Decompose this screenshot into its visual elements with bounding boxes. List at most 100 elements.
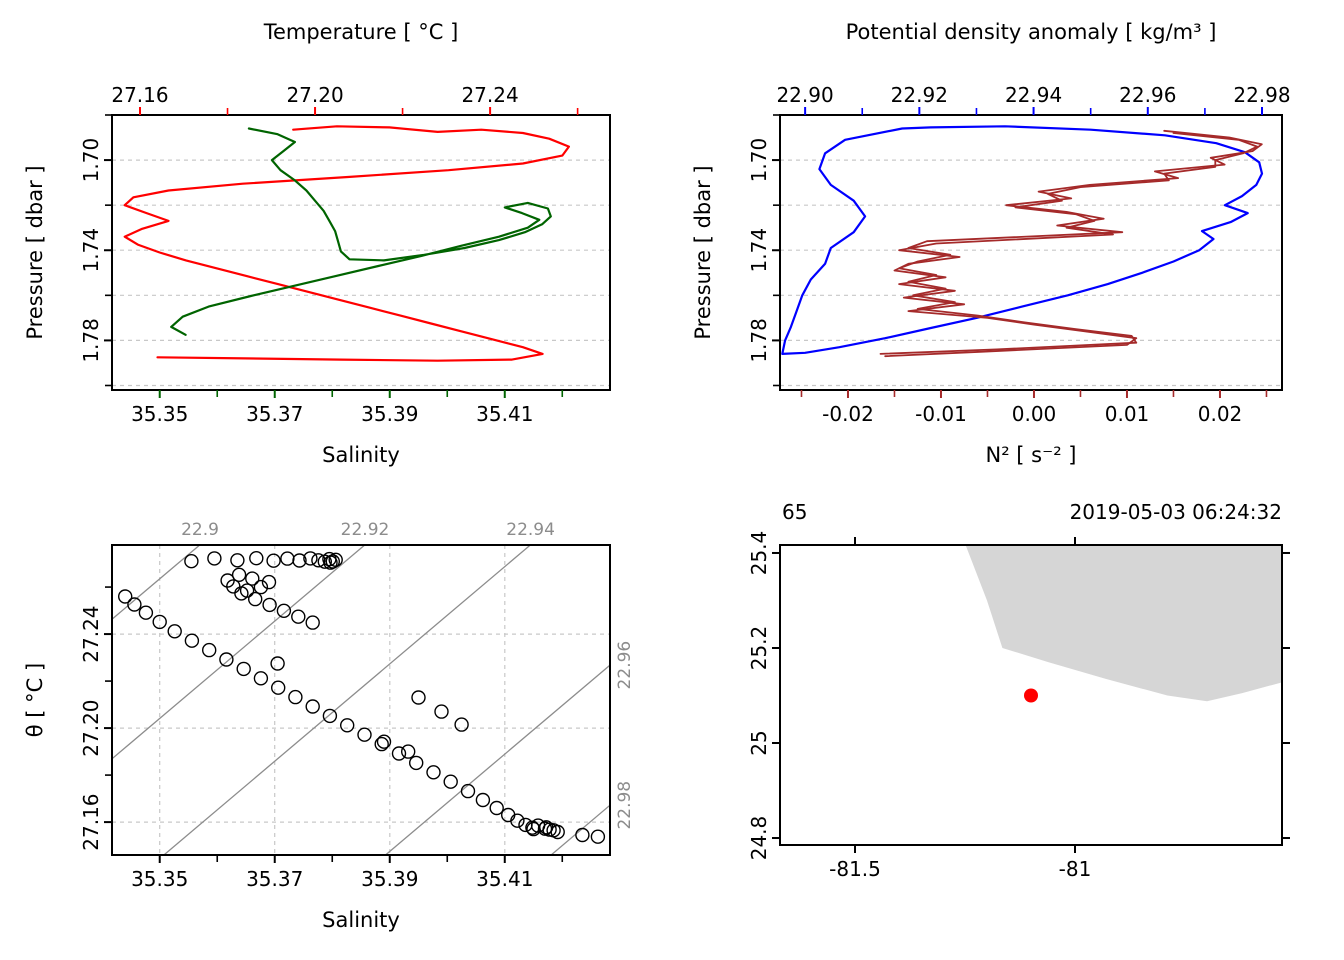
isopycnal-label: 22.96 xyxy=(615,641,635,690)
tick-label: 24.8 xyxy=(747,816,771,861)
ts-sample-point xyxy=(323,555,338,570)
ts-diagram-bottom-axis-title: Salinity xyxy=(322,908,400,932)
density-n2-profile-top-axis-title: Potential density anomaly [ kg/m³ ] xyxy=(846,20,1217,44)
tick-label: 22.96 xyxy=(1119,83,1176,107)
ts-sample-point xyxy=(117,589,133,604)
tick-label: 1.70 xyxy=(79,138,103,183)
tick-label: 1.70 xyxy=(747,138,771,183)
isopycnal-label: 22.92 xyxy=(341,520,390,540)
ts-sample-point xyxy=(234,586,249,601)
ts-sample-point xyxy=(261,574,277,590)
ts-sample-point xyxy=(357,727,372,742)
ts-sample-point xyxy=(434,704,449,719)
ts-sample-point xyxy=(138,605,154,620)
ts-sample-point xyxy=(550,824,565,840)
panel-ts-diagram: 22.9 22.92 22.94 22.96 22.98 35.35 35.37 35.39 3… xyxy=(23,520,635,932)
tick-label: 22.92 xyxy=(891,83,948,107)
ts-sample-point xyxy=(262,597,277,613)
station-number-label: 65 xyxy=(782,500,808,524)
ts-sample-point xyxy=(460,783,476,799)
plot-frame xyxy=(779,114,1283,391)
ts-sample-point xyxy=(167,624,182,639)
tick-label: 35.41 xyxy=(476,402,533,426)
series-potential-density-anomaly xyxy=(781,125,1264,355)
ts-sample-point xyxy=(231,567,247,582)
ts-sample-point xyxy=(510,813,525,828)
ts-sample-point xyxy=(426,765,441,780)
tick-label: 1.74 xyxy=(747,228,771,273)
ts-sample-point xyxy=(207,551,222,566)
tick-label: 25.2 xyxy=(747,626,771,671)
ts-sample-point xyxy=(443,774,458,789)
tick-label: 35.39 xyxy=(361,402,418,426)
tick-label: 27.24 xyxy=(461,83,518,107)
tick-label: 35.35 xyxy=(131,402,188,426)
density-n2-profile-bottom-axis-title: N² [ s⁻² ] xyxy=(986,443,1077,467)
isopycnal-line xyxy=(162,545,532,855)
ts-sample-point xyxy=(374,736,389,752)
tick-label: -0.01 xyxy=(915,402,967,426)
tick-label: 1.78 xyxy=(747,318,771,363)
ts-sample-point xyxy=(340,718,355,733)
plot-frame xyxy=(111,544,611,856)
ts-sample-point xyxy=(575,827,590,843)
isopycnal-label: 22.98 xyxy=(615,781,635,830)
ts-sample-point xyxy=(454,717,469,732)
ts-sample-point xyxy=(409,755,424,771)
temperature-salinity-profile-bottom-axis-title: Salinity xyxy=(322,443,400,467)
ts-sample-point xyxy=(305,615,320,630)
panel-density-n2-profile: -0.02 -0.01 0.00 0.01 0.02 N² [ s⁻² ] 22.90 22.… xyxy=(691,20,1291,467)
land-polygon xyxy=(965,545,1282,702)
series-salinity xyxy=(170,127,552,336)
ts-sample-point xyxy=(376,734,392,749)
tick-label: 35.37 xyxy=(246,402,303,426)
tick-label: -81.5 xyxy=(829,857,881,881)
tick-label: 27.24 xyxy=(79,605,103,662)
ts-sample-point xyxy=(230,553,245,568)
tick-label: 35.39 xyxy=(361,867,418,891)
ts-sample-point xyxy=(184,633,200,648)
ts-sample-point xyxy=(201,642,217,658)
ts-sample-point xyxy=(253,579,269,595)
panel-temperature-salinity-profile: 35.35 35.37 35.39 35.41 Salinity 27.16 27.20 27… xyxy=(23,20,611,467)
ts-sample-point xyxy=(184,554,199,569)
tick-label: 27.20 xyxy=(79,699,103,756)
ts-diagram-left-axis-title: θ [ °C ] xyxy=(23,663,47,737)
tick-label: -0.02 xyxy=(822,402,874,426)
isopycnal-line xyxy=(112,545,366,760)
ts-sample-point xyxy=(401,744,416,759)
density-n2-profile-left-axis-title: Pressure [ dbar ] xyxy=(691,165,715,339)
ts-sample-point xyxy=(271,680,286,695)
ts-sample-point xyxy=(303,551,318,566)
ts-sample-point xyxy=(270,656,285,671)
tick-label: 27.16 xyxy=(79,793,103,850)
ts-sample-point xyxy=(322,708,338,724)
tick-label: 22.90 xyxy=(776,83,833,107)
series-n2-b xyxy=(884,132,1259,358)
temperature-salinity-profile-left-axis-title: Pressure [ dbar ] xyxy=(23,165,47,339)
ts-sample-point xyxy=(219,652,234,667)
ts-sample-point xyxy=(391,746,407,761)
ts-sample-point xyxy=(501,807,516,823)
plot-frame xyxy=(779,544,1283,846)
tick-label: 0.02 xyxy=(1198,402,1243,426)
tick-label: 1.74 xyxy=(79,228,103,273)
series-n2 xyxy=(879,129,1263,355)
ts-sample-point xyxy=(249,551,264,566)
tick-label: 0.01 xyxy=(1105,402,1150,426)
ts-sample-point xyxy=(276,603,292,618)
tick-label: 22.98 xyxy=(1233,83,1290,107)
ts-sample-point xyxy=(245,571,260,586)
ts-sample-point xyxy=(291,609,306,624)
series-temperature xyxy=(123,125,571,362)
tick-label: 27.20 xyxy=(286,83,343,107)
ts-sample-point xyxy=(280,551,295,566)
isopycnal-line xyxy=(384,664,610,855)
isopycnal-label: 22.94 xyxy=(506,520,555,540)
plot-frame xyxy=(111,114,611,391)
ts-sample-point xyxy=(411,690,426,705)
panel-station-map: -81.5 -81 24.8 25 25.2 25.4 xyxy=(747,531,1290,881)
ts-sample-point xyxy=(236,661,251,677)
